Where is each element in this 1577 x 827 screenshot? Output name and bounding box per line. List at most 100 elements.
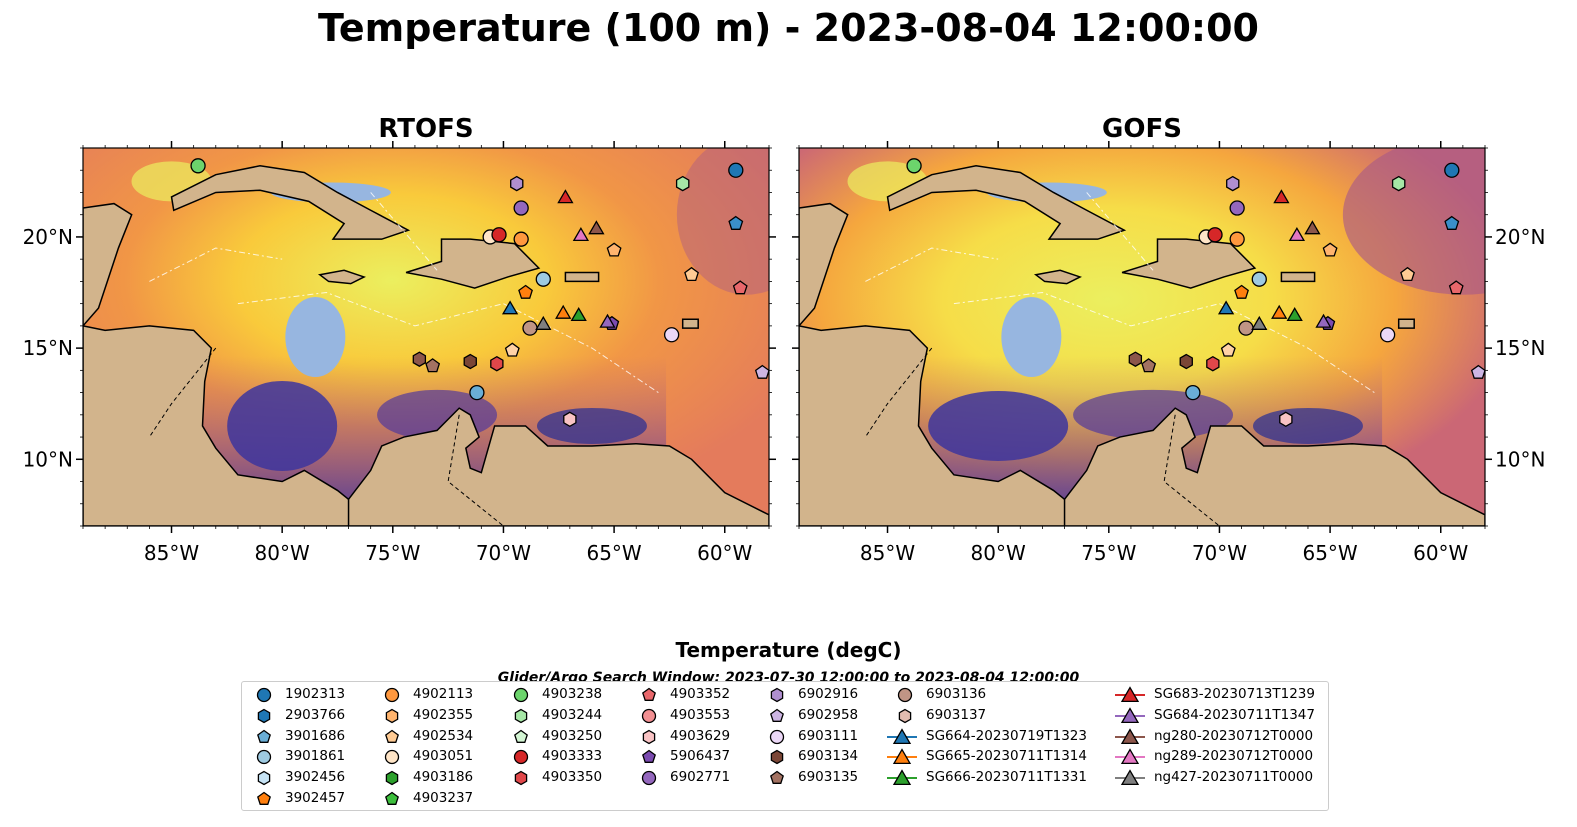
- map-panels: 85°W 80°W 75°W 70°W 65°W 60°W 20°N 15°N 10°N 85°…: [23, 141, 1545, 565]
- legend-pentagon-icon: [770, 708, 784, 722]
- map-marker-SG683-20230713T1239: [1273, 189, 1290, 204]
- legend-marker-icon: [642, 687, 656, 701]
- map-marker-1902313: [1444, 162, 1460, 178]
- legend-item-label: 5906437: [670, 748, 731, 765]
- legend-item-label: SG684-20230711T1347: [1154, 706, 1315, 723]
- legend-item-label: 4903051: [413, 748, 474, 765]
- legend-marker-icon: [513, 687, 529, 703]
- lat-tick-label: 15°N: [1495, 336, 1545, 360]
- map-marker-ng280-20230712T0000: [1304, 220, 1321, 235]
- lat-tick-label: 20°N: [1495, 225, 1545, 249]
- legend-circle-icon: [256, 750, 272, 765]
- legend-item-label: 3902457: [285, 790, 346, 806]
- lon-tick-label: 75°W: [1081, 541, 1136, 565]
- legend-item-label: SG664-20230719T1323: [926, 727, 1087, 744]
- legend-hexagon-icon: [514, 770, 528, 786]
- legend-triangle-icon: [892, 727, 912, 744]
- legend-marker-icon: [257, 770, 271, 786]
- legend-item-label: 1902313: [285, 686, 346, 702]
- legend-marker-icon: [513, 750, 529, 765]
- map-marker-6902958: [1470, 364, 1485, 379]
- legend-item-label: 4903250: [542, 727, 603, 744]
- legend-item-label: 6903134: [798, 748, 859, 765]
- legend-marker-icon: [1115, 707, 1145, 723]
- legend-pentagon-icon: [385, 729, 399, 743]
- map-marker-SG666-20230711T1331: [1286, 307, 1303, 322]
- legend-circle-icon: [513, 750, 529, 765]
- legend-item-label: 4903186: [413, 769, 474, 786]
- map-marker-4902534: [684, 266, 699, 282]
- legend-pentagon-icon: [514, 729, 528, 743]
- legend-item-label: 2903766: [285, 706, 346, 723]
- legend-triangle-icon: [1120, 707, 1140, 723]
- lon-tick-label: 75°W: [365, 541, 420, 565]
- legend-hexagon-icon: [385, 708, 399, 724]
- legend-circle-icon: [641, 771, 657, 786]
- legend-hexagon-icon: [770, 687, 784, 703]
- legend-item-label: 6902958: [798, 706, 859, 723]
- legend-marker-icon: [1115, 748, 1145, 765]
- legend-triangle-icon: [1120, 748, 1140, 765]
- legend-marker-icon: [770, 708, 784, 722]
- map-marker-6902916: [1226, 175, 1240, 192]
- legend-marker-icon: [514, 729, 528, 743]
- map-marker-SG683-20230713T1239: [557, 189, 574, 204]
- legend-circle-icon: [384, 687, 400, 703]
- legend-item-label: SG665-20230711T1314: [926, 748, 1087, 765]
- map-marker-6903134: [1179, 353, 1193, 370]
- figure-title: Temperature (100 m) - 2023-08-04 12:00:0…: [317, 6, 1259, 50]
- legend-marker-icon: [1115, 727, 1145, 744]
- legend-item-label: 4903244: [542, 706, 603, 723]
- map-marker-4903244: [675, 175, 690, 192]
- lon-tick-label: 65°W: [586, 541, 641, 565]
- map-marker-6903136: [1238, 320, 1254, 336]
- legend-marker-icon: [514, 708, 528, 724]
- legend-item-label: 4903333: [542, 748, 603, 765]
- legend-item-label: 4902355: [413, 706, 474, 723]
- map-marker-6903137: [412, 351, 427, 367]
- map-marker-4903350: [490, 355, 504, 372]
- legend-marker-icon: [385, 729, 399, 743]
- legend-item-label: 4902113: [413, 686, 474, 702]
- legend-marker-icon: [887, 727, 917, 744]
- map-marker-ng289-20230712T0000: [572, 227, 590, 242]
- map-marker-4903333: [491, 227, 507, 243]
- map-marker-4903350: [1206, 355, 1220, 372]
- map-marker-ng427-20230711T0000: [1251, 315, 1268, 330]
- lon-tick-label: 80°W: [971, 541, 1026, 565]
- map-marker-3902456: [469, 384, 485, 401]
- map-marker-4902355: [606, 242, 622, 257]
- legend-item-label: 4903352: [670, 686, 731, 702]
- map-marker-3902457: [518, 284, 533, 299]
- lon-tick-label: 85°W: [860, 541, 915, 565]
- legend-item-label: 4903238: [542, 686, 603, 702]
- lat-tick-label: 10°N: [1495, 447, 1545, 471]
- legend-pentagon-icon: [642, 750, 656, 764]
- legend: 1902313 2903766 3901686 3901861 3902456 39024…: [241, 681, 1329, 811]
- map-marker-6903111b: [504, 342, 520, 357]
- map-marker-4902113: [1229, 231, 1245, 247]
- map-marker-SG665-20230711T1314: [1271, 304, 1288, 319]
- legend-pentagon-icon: [257, 729, 271, 743]
- legend-marker-icon: [385, 791, 399, 805]
- map-marker-1902313: [728, 162, 744, 178]
- map-marker-4902534: [1400, 266, 1415, 282]
- legend-item-label: 4903629: [670, 727, 731, 744]
- legend-pentagon-icon: [642, 687, 656, 701]
- map-marker-6903111b: [1220, 342, 1236, 357]
- map-marker-6903135: [425, 358, 441, 373]
- map-marker-4902113: [513, 231, 529, 247]
- legend-marker-icon: [384, 750, 400, 765]
- legend-hexagon-icon: [257, 770, 271, 786]
- lat-tick-label: 10°N: [23, 447, 73, 471]
- map-marker-6903111: [663, 327, 680, 343]
- legend-circle-icon: [897, 687, 913, 703]
- map-marker-2903766: [1444, 215, 1460, 230]
- map-marker-4903629: [1279, 411, 1293, 428]
- legend-circle-icon: [256, 687, 272, 703]
- map-marker-4903352: [1448, 280, 1464, 295]
- map-marker-3901686: [1251, 271, 1267, 287]
- legend-marker-icon: [770, 750, 784, 765]
- legend-circle-icon: [513, 687, 529, 703]
- legend-marker-icon: [897, 687, 913, 703]
